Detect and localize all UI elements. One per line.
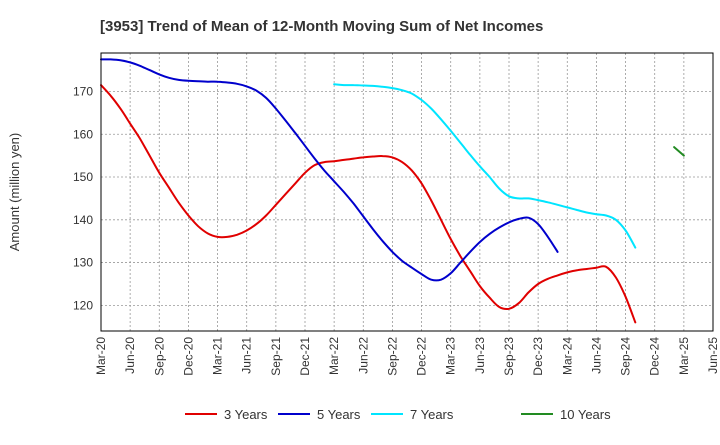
y-tick-label: 160: [73, 127, 93, 141]
x-tick-label: Dec-21: [298, 337, 312, 376]
y-tick-label: 120: [73, 298, 93, 312]
x-tick-label: Mar-21: [211, 337, 225, 375]
legend-item-7-years: 7 Years: [371, 407, 454, 422]
x-tick-label: Mar-23: [444, 337, 458, 375]
x-tick-label: Jun-20: [123, 337, 137, 374]
series-layer: [100, 58, 685, 324]
x-tick-label: Jun-22: [356, 337, 370, 374]
x-tick-label: Sep-20: [152, 337, 166, 376]
series-line-10-years: [673, 146, 685, 157]
x-tick-label: Jun-25: [706, 337, 720, 374]
x-tick-label: Mar-25: [677, 337, 691, 375]
x-tick-label: Jun-23: [473, 337, 487, 374]
x-tick-label: Dec-22: [415, 337, 429, 376]
x-tick-label: Jun-24: [589, 337, 603, 374]
y-tick-label: 140: [73, 213, 93, 227]
legend-item-5-years: 5 Years: [278, 407, 361, 422]
legend-label: 3 Years: [224, 407, 268, 422]
x-tick-label: Sep-23: [502, 337, 516, 376]
series-line-5-years: [100, 58, 559, 282]
x-tick-label: Mar-24: [560, 337, 574, 375]
x-tick-label: Mar-20: [94, 337, 108, 375]
legend: 3 Years 5 Years 7 Years 10 Years: [185, 407, 611, 422]
legend-item-10-years: 10 Years: [521, 407, 611, 422]
x-tick-label: Sep-22: [385, 337, 399, 376]
legend-item-3-years: 3 Years: [185, 407, 268, 422]
legend-label: 7 Years: [410, 407, 454, 422]
x-tick-label: Dec-24: [648, 337, 662, 376]
y-axis-label: Amount (million yen): [7, 133, 22, 252]
y-tick-label: 170: [73, 84, 93, 98]
chart-title: [3953] Trend of Mean of 12-Month Moving …: [100, 18, 543, 35]
axis-layer: Mar-20 Jun-20 Sep-20 Dec-20 Mar-21 Jun-21 Sep-…: [73, 84, 720, 375]
x-tick-label: Dec-20: [181, 337, 195, 376]
legend-label: 5 Years: [317, 407, 361, 422]
x-tick-label: Jun-21: [240, 337, 254, 374]
y-tick-label: 130: [73, 256, 93, 270]
x-tick-label: Mar-22: [327, 337, 341, 375]
series-line-3-years: [100, 84, 637, 324]
x-tick-label: Sep-24: [619, 337, 633, 376]
series-line-7-years: [333, 83, 637, 249]
x-tick-label: Sep-21: [269, 337, 283, 376]
plot-frame: [100, 52, 714, 332]
legend-label: 10 Years: [560, 407, 611, 422]
x-tick-label: Dec-23: [531, 337, 545, 376]
y-tick-label: 150: [73, 170, 93, 184]
